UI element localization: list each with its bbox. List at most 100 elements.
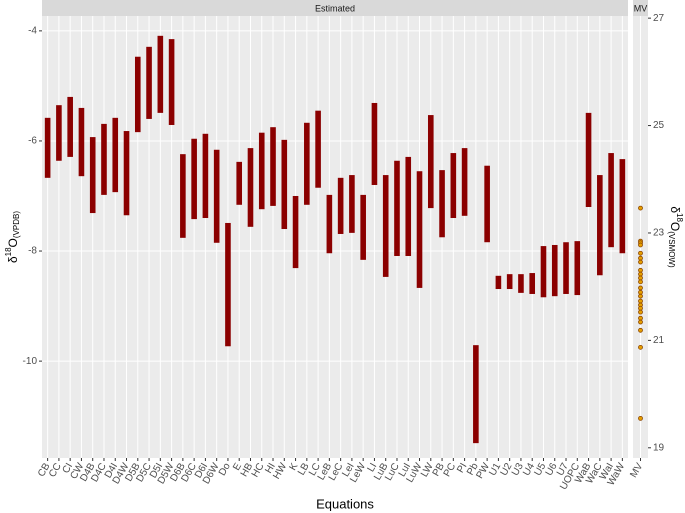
range-bar	[292, 195, 299, 269]
range-bar	[180, 154, 186, 238]
range-bar	[281, 139, 288, 230]
range-bar	[101, 123, 107, 195]
range-bar	[326, 194, 333, 254]
axis-title: δ18O(VSMOW)	[667, 206, 684, 268]
x-tick-label: K	[288, 461, 301, 473]
point	[638, 275, 643, 281]
x-tick-label: MV	[628, 461, 645, 480]
range-bar	[585, 112, 592, 208]
y-tick-label: -8	[28, 246, 37, 257]
axis-title-part: 18	[675, 213, 684, 222]
range-bar	[134, 56, 141, 133]
y2-tick-label: 19	[653, 442, 665, 453]
x-tick-label: E	[231, 461, 244, 473]
point	[638, 285, 643, 291]
range-bar	[349, 175, 355, 233]
y-tick-label: -6	[28, 136, 37, 147]
range-bar	[450, 153, 457, 219]
axis-title-part: δ	[6, 256, 20, 263]
strip	[42, 0, 628, 16]
point	[638, 271, 643, 277]
range-bar	[225, 222, 231, 347]
point	[638, 289, 643, 295]
x-tick-label: HI	[263, 461, 278, 475]
x-tick-label: CI	[61, 461, 76, 475]
range-bar	[78, 107, 85, 177]
range-bar	[529, 273, 536, 294]
point	[638, 279, 643, 285]
range-bar	[112, 117, 119, 193]
point	[638, 327, 643, 333]
range-bar	[394, 160, 400, 256]
range-bar	[168, 39, 175, 125]
point	[638, 205, 643, 211]
point	[638, 309, 643, 315]
range-bar	[495, 275, 502, 290]
y-tick-label: -4	[28, 26, 37, 37]
range-bar	[439, 170, 445, 238]
y2-tick-label: 27	[653, 13, 665, 24]
range-bar	[506, 274, 513, 290]
range-bar	[202, 133, 209, 219]
range-bar	[67, 96, 73, 157]
range-bar	[371, 102, 378, 185]
range-bar	[473, 345, 479, 444]
range-bar	[270, 127, 276, 206]
axis-title-part: (VPDB)	[12, 211, 21, 238]
axis-title-part: 18	[4, 247, 13, 256]
x-tick-label: Do	[217, 461, 233, 478]
range-bar	[123, 131, 130, 216]
range-bar	[518, 274, 524, 293]
range-bar	[484, 165, 490, 243]
point	[638, 415, 643, 421]
axis-title-part: δ	[668, 206, 682, 213]
range-bar	[597, 175, 603, 276]
range-bar	[382, 175, 389, 277]
x-tick-label: HW	[271, 461, 289, 481]
y2-tick-label: 23	[653, 228, 665, 239]
range-bar	[44, 117, 51, 178]
x-tick-label: Pb	[465, 461, 481, 477]
point	[638, 298, 643, 304]
range-bar	[146, 46, 152, 119]
range-bar	[461, 148, 468, 216]
range-bar	[619, 159, 626, 254]
range-bar	[427, 115, 434, 209]
x-tick-label: LB	[296, 461, 312, 477]
point	[638, 242, 643, 248]
point	[638, 293, 643, 299]
range-bar	[191, 138, 197, 220]
range-bar	[236, 161, 243, 205]
strip	[633, 0, 648, 16]
range-bar	[563, 242, 569, 294]
range-bar	[157, 35, 164, 113]
range-bar	[304, 122, 310, 205]
range-bar	[213, 149, 220, 243]
axis-title: δ18O(VPDB)	[4, 211, 21, 263]
range-bar	[247, 148, 254, 227]
strip-label: MV	[634, 3, 648, 13]
range-bar	[551, 244, 558, 297]
range-bar	[608, 153, 614, 248]
range-bar	[258, 132, 265, 210]
range-bar	[405, 156, 412, 256]
point	[638, 250, 643, 256]
range-bar	[416, 171, 423, 288]
range-bar	[337, 177, 344, 234]
axis-title-part: O	[668, 222, 682, 231]
point	[638, 259, 643, 265]
range-bar	[574, 241, 581, 296]
point	[638, 267, 643, 273]
axis-title-part: O	[6, 238, 20, 247]
point	[638, 344, 643, 350]
strip-label: Estimated	[315, 3, 355, 13]
range-bar	[360, 194, 366, 260]
x-axis-title: Equations	[316, 496, 374, 511]
range-bar	[540, 246, 547, 298]
y2-tick-label: 21	[653, 335, 665, 346]
y-tick-label: -10	[23, 356, 38, 367]
point	[638, 255, 643, 261]
y2-tick-label: 25	[653, 120, 665, 131]
point	[638, 319, 643, 325]
